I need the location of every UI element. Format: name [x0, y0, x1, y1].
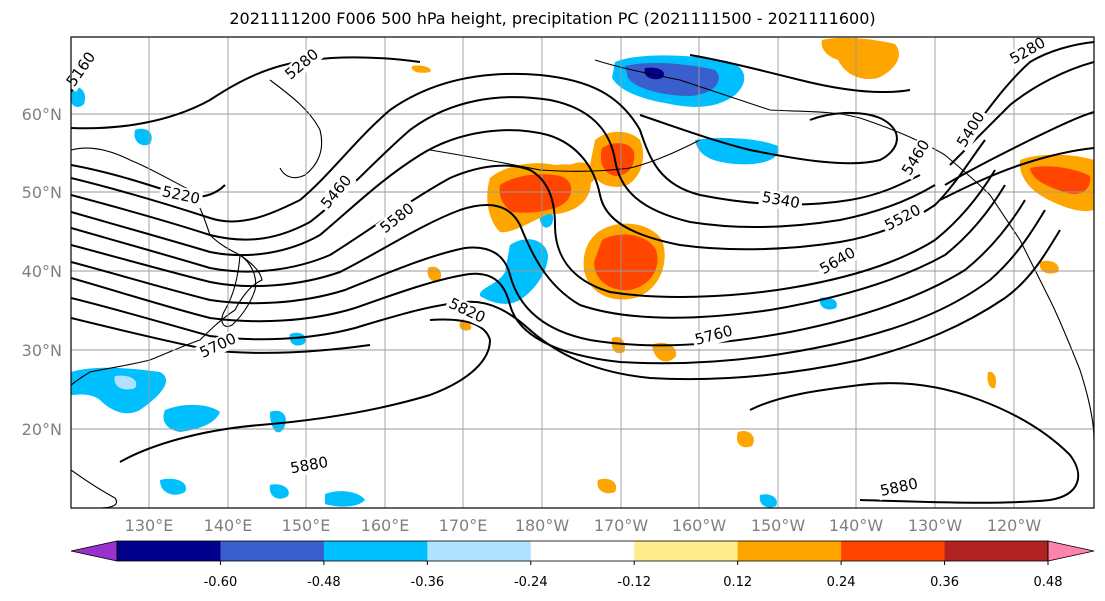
colorbar-tick-label: -0.60	[204, 575, 238, 590]
colorbar-tick-label: 0.36	[930, 575, 959, 590]
contour-5280-west	[71, 56, 421, 130]
contour-5580	[71, 164, 996, 298]
contour-5700	[71, 199, 1026, 347]
anomaly-area-alaska-pos	[821, 37, 899, 80]
latitude-label: 60°N	[22, 105, 62, 124]
contour-label-halo	[158, 182, 204, 209]
map-panel	[71, 37, 1094, 508]
latitude-label: 30°N	[22, 341, 62, 360]
colorbar: -0.60 -0.48 -0.36 -0.24 -0.12 0.12 0.24 0.36 0.4…	[70, 540, 1095, 590]
longitude-label: 170°E	[439, 516, 488, 535]
colorbar-swatch	[530, 541, 635, 561]
contour-5880-west	[119, 318, 492, 463]
contour-5280-east	[979, 41, 1094, 121]
coastline-asia	[71, 147, 263, 386]
coastline-aleutians	[429, 139, 701, 172]
longitude-label: 170°W	[594, 516, 649, 535]
contour-label-halo	[814, 243, 861, 280]
colorbar-swatch	[841, 541, 946, 561]
longitude-label: 150°E	[282, 516, 331, 535]
contour-label-halo	[690, 321, 737, 350]
colorbar-swatch	[427, 541, 532, 561]
colorbar-tick-label: 0.24	[827, 575, 856, 590]
longitude-labels: 130°E 140°E 150°E 160°E 170°E 180°W 170°W 160°W…	[125, 516, 1042, 535]
contour-label-halo	[880, 200, 926, 236]
contour-label-halo	[952, 106, 990, 153]
longitude-label: 130°W	[908, 516, 963, 535]
contour-label-halo	[316, 170, 357, 214]
colorbar-extend-high	[1047, 540, 1095, 562]
contour-b	[71, 96, 936, 241]
latitude-labels: 60°N 50°N 40°N 30°N 20°N	[22, 105, 62, 439]
longitude-label: 140°E	[204, 516, 253, 535]
coastline-japan	[221, 253, 257, 328]
longitude-label: 130°E	[125, 516, 174, 535]
contour-5340	[639, 111, 898, 165]
latitude-label: 50°N	[22, 183, 62, 202]
longitude-label: 160°E	[361, 516, 410, 535]
longitude-label: 160°W	[672, 516, 727, 535]
contour-label-halo	[1004, 33, 1051, 70]
colorbar-swatch	[117, 541, 221, 561]
colorbar-tick-label: -0.36	[411, 575, 445, 590]
longitude-label: 120°W	[987, 516, 1042, 535]
colorbar-swatch	[944, 541, 1049, 561]
colorbar-tick-label: 0.12	[723, 575, 752, 590]
latitude-label: 40°N	[22, 262, 62, 281]
colorbar-tick-label: -0.48	[307, 575, 341, 590]
contour-label-halo	[758, 188, 804, 213]
height-contours	[71, 41, 1094, 504]
colorbar-swatch	[737, 541, 842, 561]
contour-label-halo	[876, 474, 922, 501]
longitude-label: 180°W	[515, 516, 570, 535]
contour-label-halo	[280, 44, 324, 85]
colorbar-tick-label: -0.12	[617, 575, 651, 590]
contour-5880-east	[749, 382, 1080, 504]
contour-alaska-low	[689, 54, 911, 93]
contour-c	[71, 184, 1006, 319]
colorbar-tick-label: -0.24	[514, 575, 548, 590]
contour-5640-east	[939, 147, 1094, 201]
map-title: 2021111200 F006 500 hPa height, precipit…	[229, 9, 876, 28]
anomaly-area-alaska-neg	[695, 138, 779, 165]
contour-label-halo	[286, 453, 332, 478]
precipitation-anomaly-fields	[71, 37, 1094, 508]
contour-label-halo	[62, 47, 101, 92]
colorbar-tick-label: 0.48	[1034, 575, 1063, 590]
colorbar-swatch	[634, 541, 739, 561]
coastline-philippines	[71, 469, 118, 508]
contour-label-halo	[375, 198, 420, 239]
longitude-label: 140°W	[829, 516, 884, 535]
longitude-label: 150°W	[751, 516, 806, 535]
colorbar-swatch	[220, 541, 325, 561]
contour-label-halo	[897, 134, 935, 181]
colorbar-swatch	[323, 541, 428, 561]
colorbar-extend-low	[70, 540, 118, 562]
latitude-label: 20°N	[22, 420, 62, 439]
contour-label-halo	[443, 294, 490, 328]
contour-5820	[71, 229, 1061, 381]
contour-label-halo	[195, 329, 242, 363]
anomaly-area-central-neg	[479, 239, 548, 304]
contour-5460-west	[71, 129, 986, 257]
map-frame	[70, 36, 1095, 509]
coastline-kamchatka	[269, 79, 323, 179]
contour-5520-east	[944, 111, 1094, 186]
colorbar-frame	[116, 540, 1049, 562]
